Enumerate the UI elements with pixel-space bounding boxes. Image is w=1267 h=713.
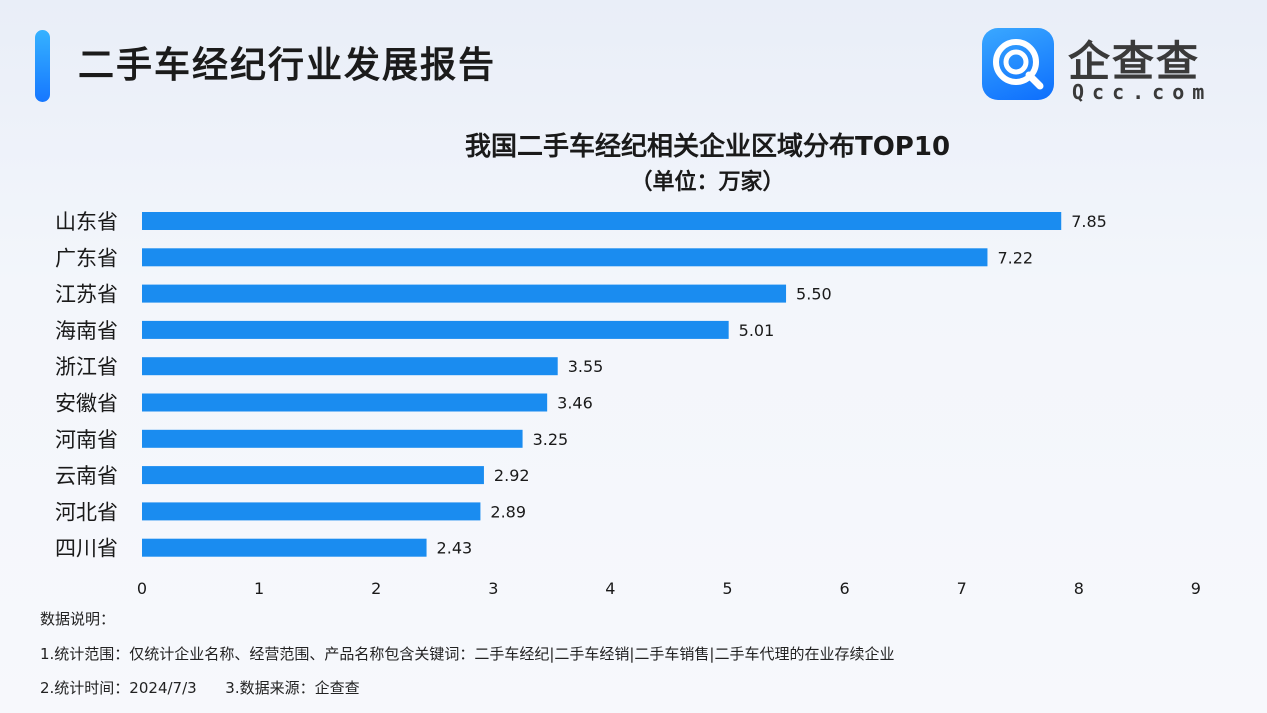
bar — [142, 538, 427, 557]
notes-time-source: 2.统计时间：2024/7/3 3.数据来源：企查查 — [40, 679, 360, 697]
x-tick-label: 0 — [137, 579, 147, 598]
bar — [142, 502, 481, 521]
bar — [142, 284, 787, 303]
x-tick-label: 1 — [254, 579, 264, 598]
value-label: 3.25 — [533, 430, 569, 449]
value-label: 7.85 — [1071, 212, 1107, 231]
category-label: 云南省 — [55, 464, 118, 488]
category-label: 河北省 — [55, 500, 118, 524]
bar — [142, 466, 484, 485]
x-tick-label: 4 — [605, 579, 615, 598]
chart-title: 我国二手车经纪相关企业区域分布TOP10 — [464, 132, 951, 162]
logo-text: 企查查 — [1068, 37, 1201, 86]
category-label: 江苏省 — [55, 283, 118, 307]
x-tick-label: 5 — [722, 579, 732, 598]
category-label: 浙江省 — [55, 355, 118, 379]
x-tick-label: 9 — [1191, 579, 1201, 598]
value-label: 7.22 — [997, 248, 1033, 267]
bar — [142, 212, 1062, 230]
x-tick-label: 7 — [957, 579, 967, 598]
notes-heading: 数据说明： — [40, 610, 116, 628]
value-label: 2.43 — [437, 539, 473, 558]
value-label: 2.92 — [494, 466, 530, 485]
bar — [142, 429, 523, 448]
value-label: 3.55 — [568, 357, 604, 376]
x-tick-label: 8 — [1074, 579, 1084, 598]
bar — [142, 393, 548, 412]
qcc-logo-icon — [982, 28, 1054, 100]
title-accent-bar — [35, 30, 50, 102]
category-label: 山东省 — [55, 210, 118, 234]
bar — [142, 357, 558, 376]
category-label: 海南省 — [55, 319, 118, 343]
category-label: 四川省 — [55, 537, 118, 561]
value-label: 5.01 — [739, 321, 775, 340]
bar — [142, 320, 729, 339]
category-label: 安徽省 — [55, 392, 118, 416]
value-label: 3.46 — [557, 394, 593, 413]
qcc-logo: 企查查 Qcc.com — [982, 28, 1232, 104]
notes-scope: 1.统计范围：仅统计企业名称、经营范围、产品名称包含关键词：二手车经纪|二手车经… — [40, 645, 895, 663]
x-tick-label: 2 — [371, 579, 381, 598]
category-label: 广东省 — [55, 246, 118, 270]
value-label: 5.50 — [796, 285, 832, 304]
logo-domain: Qcc.com — [1072, 80, 1213, 104]
value-label: 2.89 — [490, 502, 526, 521]
x-tick-label: 3 — [488, 579, 498, 598]
category-label: 河南省 — [55, 428, 118, 452]
x-tick-label: 6 — [840, 579, 850, 598]
bar — [142, 248, 988, 267]
report-title: 二手车经纪行业发展报告 — [78, 45, 497, 86]
chart-subtitle: （单位：万家） — [630, 170, 785, 195]
